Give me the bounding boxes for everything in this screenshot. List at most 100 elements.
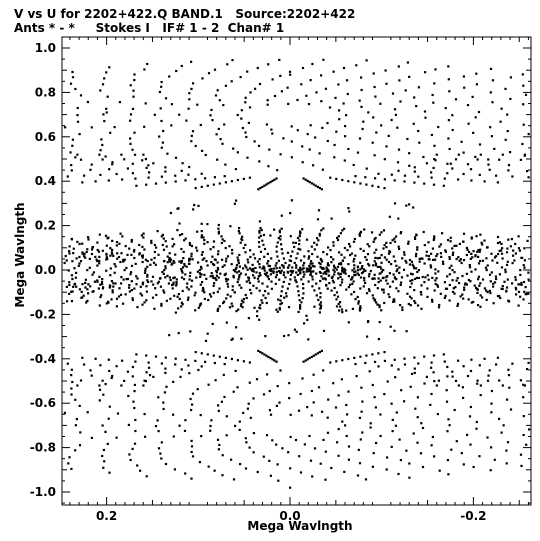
uv-point <box>361 127 364 131</box>
uv-point <box>362 268 365 271</box>
uv-point <box>218 182 221 185</box>
uv-point <box>515 288 518 291</box>
uv-point <box>501 257 504 260</box>
uv-point <box>374 256 377 259</box>
uv-point <box>235 271 239 274</box>
uv-point <box>431 276 434 279</box>
uv-point <box>74 156 77 159</box>
uv-point <box>223 175 226 178</box>
uv-point <box>449 162 452 165</box>
uv-point <box>479 259 482 263</box>
uv-point <box>408 75 411 78</box>
uv-point <box>469 369 473 373</box>
uv-point <box>476 379 479 382</box>
uv-point <box>107 301 110 304</box>
uv-point <box>90 436 93 439</box>
uv-point <box>201 251 204 254</box>
uv-point <box>247 402 250 405</box>
uv-point <box>96 280 99 283</box>
uv-point <box>500 242 503 245</box>
uv-point <box>261 282 264 285</box>
uv-point <box>522 103 525 106</box>
uv-point <box>263 184 266 187</box>
uv-point <box>257 241 261 244</box>
uv-point <box>118 101 121 104</box>
uv-point <box>249 255 252 259</box>
uv-point <box>447 119 450 122</box>
uv-point <box>265 274 268 277</box>
uv-point <box>416 396 419 399</box>
uv-point <box>432 354 436 357</box>
uv-point <box>365 258 368 261</box>
uv-point <box>455 279 458 282</box>
uv-point <box>519 379 522 382</box>
uv-point <box>222 373 225 376</box>
uv-point <box>206 223 209 226</box>
uv-point <box>414 237 417 240</box>
uv-point <box>171 237 174 240</box>
uv-point <box>244 437 247 440</box>
uv-point <box>86 299 89 302</box>
uv-point <box>372 297 375 300</box>
uv-point <box>160 304 163 307</box>
uv-point <box>390 118 393 122</box>
uv-point <box>295 330 298 333</box>
uv-point <box>277 298 280 301</box>
uv-point <box>489 292 492 295</box>
uv-point <box>86 411 89 414</box>
uv-point <box>320 229 323 232</box>
uv-point <box>373 299 376 302</box>
uv-point <box>412 432 415 435</box>
uv-point <box>194 144 197 148</box>
uv-point <box>318 232 321 235</box>
uv-point <box>258 231 261 234</box>
uv-point <box>397 290 400 293</box>
uv-point <box>306 318 309 321</box>
uv-point <box>98 384 101 387</box>
uv-point <box>347 263 350 266</box>
uv-point <box>68 250 71 253</box>
uv-point <box>220 400 223 403</box>
uv-point <box>210 295 213 298</box>
uv-point <box>126 277 129 281</box>
uv-point <box>497 252 500 256</box>
uv-point <box>479 282 482 285</box>
uv-point <box>120 153 123 156</box>
uv-point <box>265 354 268 357</box>
uv-point <box>87 238 90 241</box>
uv-point <box>152 162 155 165</box>
uv-point <box>470 358 473 361</box>
uv-point <box>113 271 116 274</box>
uv-point <box>231 248 234 252</box>
uv-point <box>373 396 376 399</box>
uv-point <box>74 87 77 91</box>
uv-point <box>231 305 234 308</box>
uv-point <box>190 87 193 90</box>
uv-point <box>270 287 273 290</box>
uv-point <box>453 408 456 412</box>
uv-point <box>524 93 528 96</box>
uv-point <box>416 248 419 251</box>
uv-point <box>373 251 376 254</box>
uv-point <box>523 153 526 156</box>
uv-point <box>384 69 387 72</box>
uv-point <box>160 175 163 178</box>
uv-point <box>412 122 415 125</box>
uv-point <box>330 289 333 292</box>
uv-point <box>242 177 245 180</box>
uv-point <box>471 95 474 98</box>
uv-point <box>127 423 130 426</box>
uv-point <box>326 262 329 265</box>
uv-point <box>417 269 420 272</box>
uv-point <box>120 384 123 387</box>
uv-point <box>140 294 144 297</box>
uv-point <box>439 292 442 295</box>
uv-point <box>239 304 243 307</box>
uv-point <box>190 439 193 442</box>
uv-point <box>315 294 318 297</box>
uv-point <box>162 272 165 275</box>
uv-point <box>256 310 259 313</box>
uv-point <box>164 371 167 374</box>
uv-point <box>83 174 86 177</box>
uv-point <box>522 264 525 267</box>
